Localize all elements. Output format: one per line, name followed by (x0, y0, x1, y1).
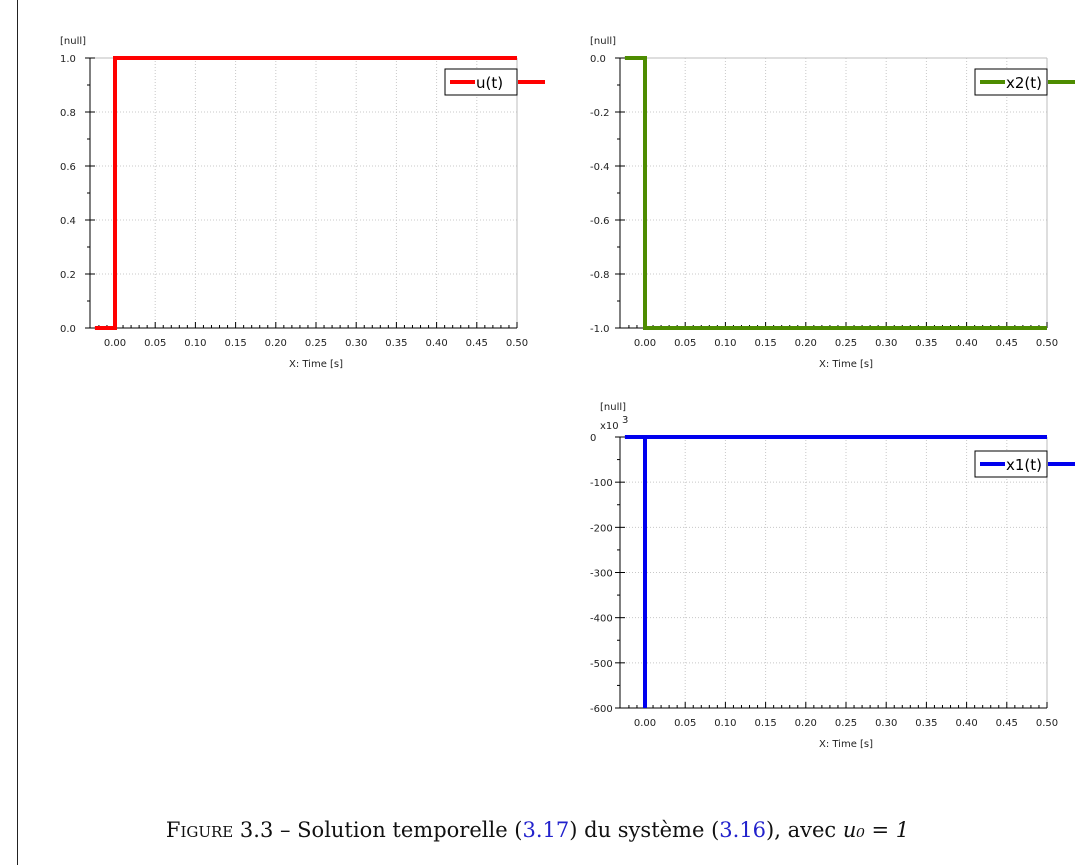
y-tick-label: 0.6 (60, 162, 76, 173)
x-tick-label: 0.40 (955, 718, 977, 729)
y-tick-label: 1.0 (60, 54, 76, 65)
caption-ref-eq-317[interactable]: 3.17 (522, 818, 570, 842)
y-tick-label: -300 (590, 569, 613, 580)
legend: x2(t) (974, 68, 1075, 96)
y-tick-label: -200 (590, 523, 613, 534)
caption-ref-eq-316[interactable]: 3.16 (719, 818, 767, 842)
caption-text-1: – Solution temporelle ( (273, 818, 523, 842)
x-axis-label: X: Time [s] (289, 359, 343, 370)
figure-caption: Figure 3.3 – Solution temporelle (3.17) … (0, 818, 1075, 842)
y-axis-label: [null] (60, 36, 86, 47)
y-tick-label: -0.6 (590, 216, 610, 227)
y-axis-multiplier: x10 (600, 421, 619, 432)
y-tick-label: -600 (590, 704, 613, 715)
x-tick-label: 0.40 (955, 338, 977, 349)
y-axis-label: [null] (590, 36, 616, 47)
y-axis-label: [null] (600, 402, 626, 413)
y-tick-label: -0.8 (590, 270, 610, 281)
x-tick-label: 0.25 (835, 338, 857, 349)
y-tick-label: 0.8 (60, 108, 76, 119)
x-tick-label: 0.50 (1036, 718, 1058, 729)
y-tick-label: -100 (590, 478, 613, 489)
grid (620, 57, 1048, 329)
x-tick-label: 0.10 (714, 338, 736, 349)
x-tick-label: 0.45 (996, 338, 1018, 349)
series-line-x2t (624, 56, 1047, 330)
x-tick-label: 0.45 (466, 338, 488, 349)
caption-text-2: ) du système ( (569, 818, 720, 842)
y-tick-label: -400 (590, 614, 613, 625)
legend-label: x2(t) (1006, 74, 1042, 92)
x-tick-label: 0.40 (425, 338, 447, 349)
x-tick-label: 0.00 (634, 338, 656, 349)
legend-label: x1(t) (1006, 456, 1042, 474)
grid (620, 436, 1048, 709)
x-tick-label: 0.35 (915, 718, 937, 729)
x-tick-label: 0.30 (345, 338, 367, 349)
legend: u(t) (444, 68, 545, 96)
x-tick-label: 0.50 (1036, 338, 1058, 349)
x-tick-label: 0.05 (674, 338, 696, 349)
x-tick-label: 0.05 (674, 718, 696, 729)
x-axis-label: X: Time [s] (819, 739, 873, 750)
caption-text-3: ), avec (766, 818, 843, 842)
chart-x2: 0.00 0.05 0.10 0.15 0.20 0.25 0.30 0.35 0.40 0.45… (590, 36, 1075, 370)
y-tick-label: -500 (590, 659, 613, 670)
y-tick-label: 0.4 (60, 216, 76, 227)
x-tick-label: 0.05 (144, 338, 166, 349)
y-tick-label: -0.4 (590, 162, 610, 173)
x-tick-label: 0.20 (795, 718, 817, 729)
x-tick-label: 0.35 (915, 338, 937, 349)
y-tick-label: 0 (590, 433, 596, 444)
legend: x1(t) (974, 450, 1075, 478)
series-line-x1t (624, 435, 1047, 708)
y-tick-label: 0.0 (60, 324, 76, 335)
series-line-ut (94, 56, 517, 330)
grid (90, 57, 518, 329)
chart-u: 0.00 0.05 0.10 0.15 0.20 0.25 0.30 0.35 0.40 0.45… (60, 36, 545, 370)
x-tick-label: 0.15 (754, 718, 776, 729)
x-tick-label: 0.10 (714, 718, 736, 729)
x-tick-label: 0.25 (305, 338, 327, 349)
x-tick-label: 0.50 (506, 338, 528, 349)
x-tick-label: 0.15 (754, 338, 776, 349)
x-tick-label: 0.00 (634, 718, 656, 729)
chart-x1: 0.00 0.05 0.10 0.15 0.20 0.25 0.30 0.35 0.40 0.45… (590, 402, 1075, 750)
y-tick-label: 0.0 (590, 54, 606, 65)
x-tick-label: 0.30 (875, 338, 897, 349)
y-tick-label: -0.2 (590, 108, 610, 119)
x-axis-label: X: Time [s] (819, 359, 873, 370)
legend-label: u(t) (476, 74, 503, 92)
x-tick-label: 0.25 (835, 718, 857, 729)
y-tick-label: -1.0 (590, 324, 610, 335)
caption-math: u₀ = 1 (842, 818, 910, 842)
x-tick-label: 0.30 (875, 718, 897, 729)
x-tick-label: 0.10 (184, 338, 206, 349)
y-tick-label: 0.2 (60, 270, 76, 281)
x-tick-label: 0.15 (224, 338, 246, 349)
x-tick-label: 0.00 (104, 338, 126, 349)
caption-prefix: Figure 3.3 (165, 818, 274, 842)
x-tick-label: 0.45 (996, 718, 1018, 729)
left-margin-rule (17, 0, 18, 865)
x-tick-label: 0.20 (795, 338, 817, 349)
x-tick-label: 0.20 (265, 338, 287, 349)
y-axis-multiplier-exponent: 3 (622, 415, 628, 426)
x-tick-label: 0.35 (385, 338, 407, 349)
